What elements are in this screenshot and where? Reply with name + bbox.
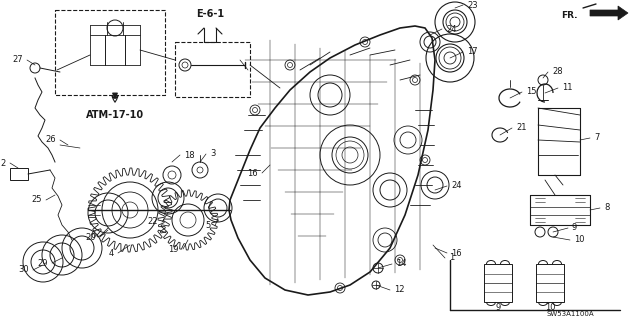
Text: 28: 28 [552,68,563,77]
Bar [536,264,564,302]
Text: 24: 24 [446,25,456,33]
Text: 21: 21 [516,123,527,132]
Text: 30: 30 [19,265,29,275]
Text: 24: 24 [451,182,461,190]
Text: 6: 6 [91,232,96,241]
Text: 14: 14 [396,259,406,269]
Bar [55,10,165,95]
Text: 3: 3 [210,150,216,159]
Text: 17: 17 [467,48,477,56]
Text: 15: 15 [526,87,536,97]
Text: 12: 12 [394,286,404,294]
Text: 27: 27 [12,56,23,64]
Bar [484,264,512,302]
Text: 9: 9 [495,302,500,311]
Text: 8: 8 [604,204,609,212]
Text: 29: 29 [38,258,48,268]
Text: 20: 20 [86,233,96,241]
Text: 16: 16 [248,168,258,177]
Text: 4: 4 [109,249,114,257]
Text: 16: 16 [451,249,461,257]
Text: 26: 26 [45,136,56,145]
Text: FR.: FR. [561,11,578,20]
Text: 23: 23 [467,1,477,10]
Polygon shape [590,6,628,20]
Text: 10: 10 [574,235,584,244]
Bar [175,42,250,97]
Text: 18: 18 [184,151,195,160]
Text: 19: 19 [168,244,179,254]
Text: 2: 2 [1,159,6,167]
Text: 11: 11 [562,84,573,93]
Text: 22: 22 [147,218,158,226]
Text: 5: 5 [205,221,211,231]
Text: 1: 1 [449,254,454,263]
Text: E-6-1: E-6-1 [196,9,224,19]
Bar [10,168,28,180]
Text: ATM-17-10: ATM-17-10 [86,110,144,120]
Text: 25: 25 [31,196,42,204]
Text: 10: 10 [545,302,556,311]
Text: 7: 7 [594,133,600,143]
Text: SW53A1100A: SW53A1100A [546,311,594,317]
Text: 9: 9 [572,224,577,233]
